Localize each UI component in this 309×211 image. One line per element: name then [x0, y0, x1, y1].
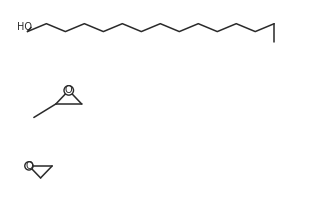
Text: O: O	[25, 161, 33, 171]
Text: HO: HO	[17, 22, 32, 32]
Circle shape	[25, 162, 33, 170]
Circle shape	[64, 86, 74, 95]
Text: O: O	[65, 85, 73, 95]
